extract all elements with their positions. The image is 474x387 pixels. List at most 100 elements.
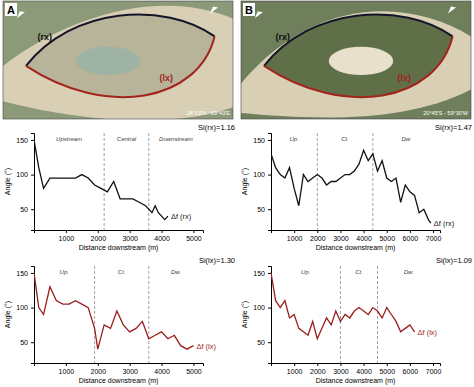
y-axis-title: Angle (°) [241, 168, 249, 195]
island-feature [329, 47, 393, 75]
section-label: Up. [289, 136, 298, 142]
y-tick-label: 50 [20, 206, 28, 213]
x-tick: 4000 [154, 230, 170, 242]
y-tick-label: 50 [20, 339, 28, 346]
x-axis-title: Distance downstream (m) [79, 244, 159, 252]
series-line [34, 273, 193, 349]
x-axis-line [35, 364, 204, 367]
panel-frame [3, 1, 233, 119]
y-tick-mark [268, 140, 271, 141]
y-tick-label: 150 [16, 137, 28, 144]
x-tick-label: 3000 [122, 235, 138, 242]
x-axis: 1000200030004000500060007000 [272, 363, 442, 375]
annotation: Si(lx)=1.09 [436, 256, 472, 265]
x-tick-label: 5000 [379, 368, 395, 375]
y-tick-label: 100 [253, 171, 265, 178]
x-tick-label: 6000 [403, 368, 419, 375]
section-label: Ct. [118, 269, 126, 275]
x-tick-label: 5000 [186, 368, 202, 375]
chart: 100020003000400050006000700050100150Dist… [241, 256, 472, 385]
y-axis-line [268, 267, 272, 364]
x-tick-label: 7000 [426, 368, 442, 375]
coordinates: 24°13'N - 89°43'E [187, 110, 231, 116]
y-tick-label: 50 [257, 339, 265, 346]
x-tick: 5000 [379, 230, 395, 242]
x-tick: 3000 [333, 363, 349, 375]
x-tick: 2000 [310, 363, 326, 375]
outline-lx [26, 36, 215, 97]
x-tick-mark [294, 363, 295, 366]
x-tick: 7000 [426, 230, 442, 242]
flow-arrow [255, 11, 263, 18]
flow-arrow [448, 6, 456, 13]
panel-label-box [5, 3, 17, 16]
y-tick-label: 150 [253, 270, 265, 277]
x-tick-label: 4000 [154, 235, 170, 242]
y-axis-line [31, 134, 35, 231]
x-tick-mark [317, 230, 318, 233]
x-tick-mark [193, 230, 194, 233]
x-tick-label: 3000 [122, 368, 138, 375]
x-tick-mark [433, 230, 434, 233]
annotation: Si(rx)=1.47 [435, 123, 472, 132]
x-tick-mark [387, 230, 388, 233]
y-tick-mark [31, 308, 34, 309]
x-tick-label: 2000 [310, 235, 326, 242]
y-tick-mark [268, 273, 271, 274]
island [26, 14, 215, 97]
series-label: Δf (rx) [171, 212, 192, 221]
x-tick-label: 1000 [59, 368, 75, 375]
y-tick: 150 [16, 137, 34, 144]
section-label: Up. [301, 269, 310, 275]
section-label: Dw. [401, 136, 411, 142]
x-tick: 1000 [59, 230, 75, 242]
section-label: Downstream [159, 136, 193, 142]
section-label: Ct. [355, 269, 363, 275]
x-axis: 10002000300040005000 [35, 230, 204, 242]
x-tick: 3000 [333, 230, 349, 242]
x-axis-line [35, 231, 204, 234]
x-tick-label: 3000 [333, 235, 349, 242]
x-tick: 7000 [426, 363, 442, 375]
image-panel: A(rx)(lx)24°13'N - 89°43'E [3, 1, 233, 120]
x-tick-label: 1000 [59, 235, 75, 242]
y-tick-label: 100 [16, 171, 28, 178]
outline-label: (rx) [276, 32, 291, 42]
x-tick-mark [364, 363, 365, 366]
x-tick: 2000 [90, 363, 106, 375]
x-axis-title: Distance downstream (m) [79, 377, 159, 385]
x-tick-mark [98, 230, 99, 233]
section-label: Upstream [56, 136, 82, 142]
y-axis-line [268, 134, 272, 231]
section-label: Dw. [171, 269, 181, 275]
x-tick-mark [66, 230, 67, 233]
section-divider [377, 266, 378, 363]
plot-area [271, 273, 415, 339]
x-tick-mark [130, 363, 131, 366]
section-divider [148, 266, 149, 363]
annotation: Si(lx)=1.30 [199, 256, 235, 265]
x-tick-mark [162, 363, 163, 366]
x-tick-mark [294, 230, 295, 233]
x-axis: 10002000300040005000 [35, 363, 204, 375]
y-tick-mark [31, 342, 34, 343]
y-tick-mark [31, 273, 34, 274]
y-tick: 50 [20, 206, 34, 213]
section-divider [372, 133, 373, 230]
x-tick-mark [162, 230, 163, 233]
x-tick-mark [410, 363, 411, 366]
y-tick-mark [31, 209, 34, 210]
x-tick-mark [66, 363, 67, 366]
x-tick: 4000 [356, 230, 372, 242]
x-tick: 6000 [403, 363, 419, 375]
section-label: Ct. [341, 136, 349, 142]
plot-area [271, 150, 431, 223]
panel-label: A [7, 4, 15, 16]
outline-rx [26, 14, 215, 65]
x-tick: 5000 [186, 363, 202, 375]
river [3, 6, 233, 119]
y-tick-label: 150 [253, 137, 265, 144]
image-content [3, 1, 233, 119]
chart: 100020003000400050006000700050100150Dist… [241, 123, 472, 252]
outline-rx [264, 14, 453, 65]
